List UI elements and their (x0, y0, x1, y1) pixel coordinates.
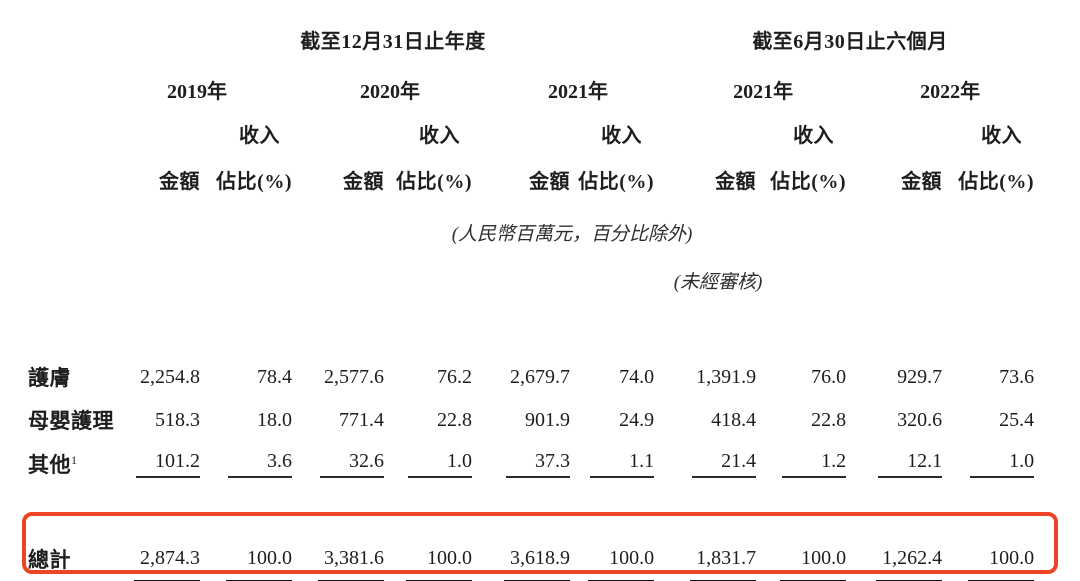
total-value: 2,874.3 (110, 544, 200, 581)
revenue-label: 收入 (981, 125, 1023, 147)
cell-value: 929.7 (897, 365, 943, 388)
share-header: 佔比(%) (770, 171, 847, 193)
cell-value: 901.9 (525, 408, 570, 431)
cell-value: 1.1 (570, 442, 655, 486)
amount-header: 金額 (343, 171, 384, 193)
cell-value: 1.2 (756, 442, 847, 486)
total-value: 100.0 (200, 544, 292, 581)
cell-value: 76.0 (811, 365, 847, 388)
cell-value: 32.6 (292, 442, 384, 486)
unaudited-note-row: (未經審核) (28, 250, 1034, 298)
share-header: 佔比(%) (216, 171, 292, 193)
total-value: 100.0 (942, 544, 1035, 581)
period-header-row: 截至12月31日止年度 截至6月30日止六個月 (28, 0, 1034, 60)
currency-note-row: (人民幣百萬元，百分比除外) (28, 196, 1034, 250)
cell-value: 21.4 (654, 442, 757, 486)
total-value: 1,262.4 (846, 544, 943, 581)
cell-value: 22.8 (811, 408, 847, 431)
cell-value: 101.2 (110, 442, 200, 486)
revenue-label: 收入 (239, 125, 280, 147)
share-header: 佔比(%) (396, 171, 472, 193)
cell-value: 2,254.8 (140, 365, 200, 388)
total-value: 3,618.9 (472, 544, 570, 581)
cell-value: 1,391.9 (696, 365, 757, 388)
unaudited-note: (未經審核) (673, 272, 763, 293)
table-row-total: 總計 2,874.3 100.0 3,381.6 100.0 3,618.9 1… (28, 544, 1035, 581)
cell-value: 25.4 (999, 408, 1035, 431)
cell-value: 320.6 (897, 408, 943, 431)
revenue-label-row: 收入 收入 收入 收入 收入 (28, 106, 1034, 150)
cell-value: 24.9 (619, 408, 655, 431)
total-value: 100.0 (384, 544, 472, 581)
amount-header: 金額 (715, 171, 757, 193)
row-label: 母嬰護理 (28, 409, 114, 433)
table-row-mother-baby-care: 母嬰護理 518.3 18.0 771.4 22.8 901.9 24.9 41… (28, 398, 1034, 442)
row-label: 其他1 (28, 453, 78, 477)
cell-value: 37.3 (472, 442, 570, 486)
amount-header: 金額 (901, 171, 943, 193)
amount-header: 金額 (159, 171, 200, 193)
table-row-others: 其他1 101.2 3.6 32.6 1.0 37.3 1.1 21.4 1.2… (28, 442, 1035, 486)
cell-value: 2,679.7 (510, 365, 570, 388)
year-header-2020: 2020年 (360, 81, 420, 103)
total-label: 總計 (28, 548, 71, 572)
cell-value: 78.4 (257, 365, 292, 388)
total-value: 100.0 (756, 544, 847, 581)
year-header-row: 2019年 2020年 2021年 2021年 2022年 (28, 60, 1034, 106)
cell-value: 1.0 (384, 442, 472, 486)
cell-value: 418.4 (711, 408, 757, 431)
total-value: 3,381.6 (292, 544, 384, 581)
amount-share-header-row: 金額 佔比(%) 金額 佔比(%) 金額 佔比(%) 金額 佔比(%) 金額 佔… (28, 150, 1034, 196)
share-header: 佔比(%) (578, 171, 655, 193)
table-row-skincare: 護膚 2,254.8 78.4 2,577.6 76.2 2,679.7 74.… (28, 356, 1034, 398)
period-header-annual: 截至12月31日止年度 (300, 31, 486, 53)
cell-value: 771.4 (339, 408, 384, 431)
cell-value: 18.0 (257, 408, 292, 431)
cell-value: 1.0 (942, 442, 1035, 486)
revenue-breakdown-table: 截至12月31日止年度 截至6月30日止六個月 2019年 2020年 2021… (28, 0, 1035, 581)
amount-header: 金額 (529, 171, 570, 193)
cell-value: 3.6 (200, 442, 292, 486)
year-header-2021-interim: 2021年 (733, 81, 794, 103)
total-value: 100.0 (570, 544, 655, 581)
year-header-2021: 2021年 (548, 81, 609, 103)
cell-value: 74.0 (619, 365, 655, 388)
cell-value: 518.3 (155, 408, 200, 431)
share-header: 佔比(%) (958, 171, 1035, 193)
revenue-label: 收入 (601, 125, 643, 147)
footnote-marker: 1 (71, 453, 78, 467)
cell-value: 73.6 (999, 365, 1035, 388)
year-header-2022-interim: 2022年 (920, 81, 981, 103)
total-value: 1,831.7 (654, 544, 757, 581)
cell-value: 22.8 (437, 408, 472, 431)
row-label: 護膚 (28, 366, 71, 390)
cell-value: 12.1 (846, 442, 943, 486)
revenue-label: 收入 (419, 125, 460, 147)
revenue-label: 收入 (793, 125, 835, 147)
period-header-interim: 截至6月30日止六個月 (752, 31, 948, 53)
currency-note: (人民幣百萬元，百分比除外) (451, 224, 693, 245)
cell-value: 76.2 (437, 365, 472, 388)
cell-value: 2,577.6 (324, 365, 384, 388)
year-header-2019: 2019年 (167, 81, 227, 103)
